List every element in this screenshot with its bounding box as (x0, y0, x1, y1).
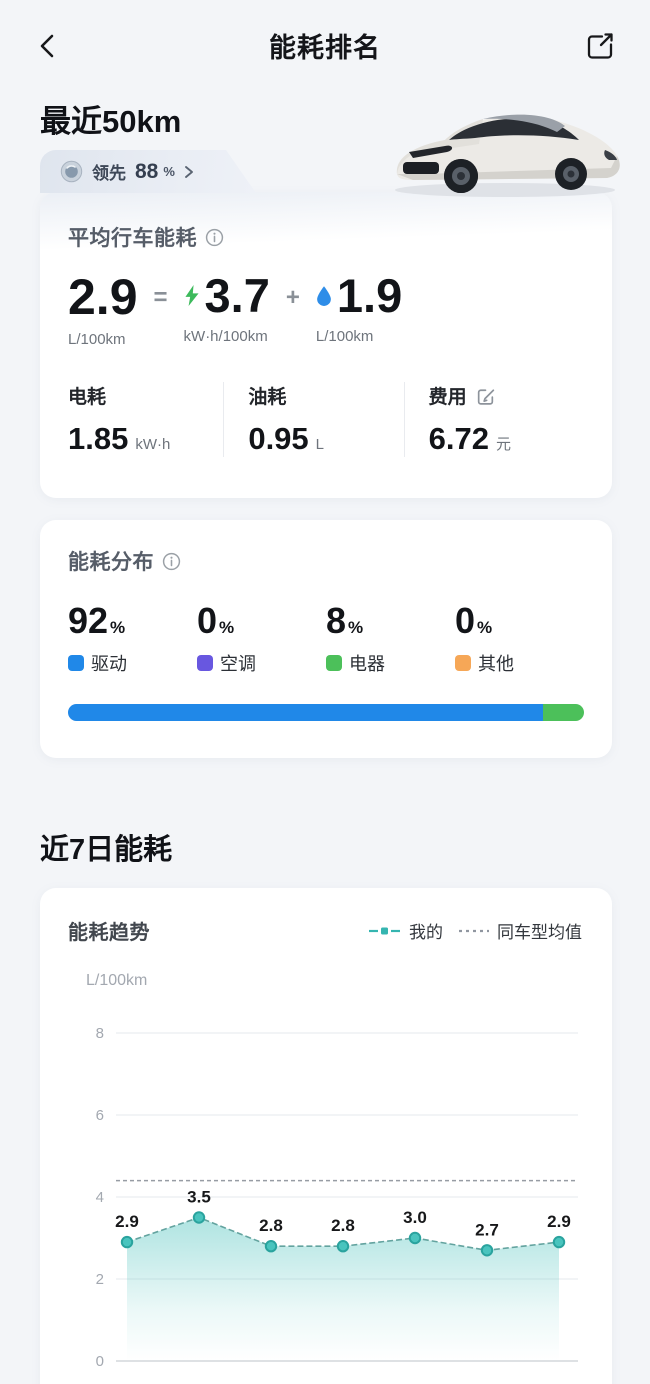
svg-text:2.7: 2.7 (475, 1220, 499, 1239)
svg-text:2: 2 (96, 1271, 104, 1288)
energy-distribution-card: 能耗分布 92 % 驱动 0 % (40, 520, 612, 758)
fuel-consumption-value: 1.9 (336, 269, 403, 322)
chevron-left-icon (40, 34, 54, 58)
average-consumption-card: 领先 88 % 平均行车能耗 2.9 L/100km = (40, 192, 612, 498)
legend-item-model-average[interactable]: 同车型均值 (459, 918, 582, 943)
dist-ac-pct: 0 (197, 600, 218, 641)
bolt-icon (184, 285, 199, 306)
plus-sign: + (285, 284, 300, 311)
dist-ac-label: 空调 (220, 654, 256, 674)
y-axis-unit-label: L/100km (86, 972, 148, 989)
svg-text:3.0: 3.0 (403, 1208, 427, 1227)
chart-legend: 我的 同车型均值 (369, 918, 582, 943)
consumption-equation: 2.9 L/100km = 3.7 kW·h/100km + (40, 252, 612, 348)
medal-icon (60, 160, 83, 183)
dist-ac-swatch (197, 655, 213, 671)
model-average-series-icon (459, 929, 489, 932)
avg-title: 平均行车能耗 (68, 227, 197, 250)
distribution-bar-segment-appliance (542, 704, 584, 721)
dist-ac-pct-sign: % (219, 618, 235, 637)
stat-electric-value: 1.85 (68, 421, 129, 456)
trend-chart-card: 能耗趋势 我的 同车型均值 L/100km (40, 888, 612, 1384)
electric-consumption-unit: kW·h/100km (183, 328, 268, 345)
stat-cost-label: 费用 (428, 387, 467, 408)
total-consumption-value: 2.9 (68, 269, 138, 325)
chart-title: 能耗趋势 (68, 922, 150, 944)
badge-label: 领先 (92, 164, 126, 183)
stat-electric-label: 电耗 (68, 387, 107, 408)
dist-item-drive: 92 % 驱动 (68, 600, 197, 676)
share-icon (587, 33, 613, 59)
edit-icon[interactable] (475, 385, 496, 406)
legend-item-mine[interactable]: 我的 (369, 918, 443, 943)
chart-series (116, 1179, 578, 1361)
dist-item-ac: 0 % 空调 (197, 600, 326, 676)
stat-cost-value: 6.72 (428, 421, 489, 456)
svg-text:6: 6 (96, 1107, 104, 1124)
chevron-right-icon (184, 165, 194, 179)
dist-other-swatch (455, 655, 471, 671)
dist-drive-pct: 92 (68, 600, 109, 641)
electric-consumption-value: 3.7 (204, 269, 270, 322)
dist-appliance-pct-sign: % (348, 618, 364, 637)
stat-fuel-label: 油耗 (248, 387, 287, 408)
badge-value: 88 (135, 159, 159, 183)
distribution-bar-segment-drive (68, 704, 543, 721)
recent-50km-heading: 最近50km (40, 104, 182, 139)
stat-electric: 电耗 1.85 kW·h (68, 382, 223, 457)
legend-mine-label: 我的 (409, 923, 443, 942)
dist-drive-label: 驱动 (91, 654, 127, 674)
info-icon[interactable] (162, 552, 181, 571)
distribution-title: 能耗分布 (68, 551, 154, 574)
svg-text:8: 8 (96, 1025, 104, 1042)
dist-other-label: 其他 (478, 654, 514, 674)
header: 能耗排名 (0, 16, 650, 74)
legend-model-average-label: 同车型均值 (497, 923, 582, 942)
chart-header: 能耗趋势 我的 同车型均值 (40, 888, 612, 945)
mine-series-icon (369, 927, 400, 934)
stat-electric-unit: kW·h (135, 436, 171, 453)
page-title: 能耗排名 (269, 33, 381, 63)
svg-text:2.9: 2.9 (547, 1212, 571, 1231)
dist-appliance-pct: 8 (326, 600, 347, 641)
svg-text:3.5: 3.5 (187, 1188, 211, 1207)
svg-text:2.8: 2.8 (259, 1216, 283, 1235)
svg-text:4: 4 (96, 1189, 104, 1206)
badge-percent-sign: % (163, 164, 175, 179)
svg-text:2.8: 2.8 (331, 1216, 355, 1235)
dist-appliance-label: 电器 (349, 654, 385, 674)
dist-item-other: 0 % 其他 (455, 600, 584, 676)
stat-fuel-unit: L (315, 436, 325, 453)
distribution-title-row: 能耗分布 (40, 520, 612, 576)
fuel-consumption-unit: L/100km (315, 328, 374, 345)
info-icon[interactable] (205, 228, 224, 247)
chart-point-labels: 2.9 3.5 2.8 2.8 3.0 2.7 2.9 (115, 1188, 571, 1240)
total-consumption-unit: L/100km (68, 331, 126, 348)
dist-other-pct: 0 (455, 600, 476, 641)
dist-item-appliance: 8 % 电器 (326, 600, 455, 676)
trend-chart-svg: 8 6 4 2 0 2.9 3.5 2.8 2.8 3.0 2.7 2.9 (96, 1025, 578, 1370)
stats-row: 电耗 1.85 kW·h 油耗 0.95 L 费用 (40, 348, 612, 457)
leading-badge[interactable]: 领先 88 % (40, 150, 256, 193)
car-image (395, 114, 620, 197)
fuel-drop-icon (317, 285, 331, 306)
stat-cost-unit: 元 (496, 436, 512, 453)
dist-drive-pct-sign: % (110, 618, 126, 637)
distribution-bar (68, 704, 584, 721)
stat-fuel-value: 0.95 (248, 421, 309, 456)
dist-appliance-swatch (326, 655, 342, 671)
weekly-heading: 近7日能耗 (40, 834, 173, 866)
stat-cost: 费用 6.72 元 (403, 382, 584, 457)
back-button[interactable] (26, 24, 70, 68)
equals-sign: = (153, 284, 168, 311)
svg-text:2.9: 2.9 (115, 1212, 139, 1231)
svg-text:0: 0 (96, 1353, 104, 1370)
avg-title-row: 平均行车能耗 (40, 192, 612, 252)
stat-fuel: 油耗 0.95 L (223, 382, 403, 457)
share-button[interactable] (578, 24, 622, 68)
dist-other-pct-sign: % (477, 618, 493, 637)
dist-drive-swatch (68, 655, 84, 671)
distribution-items: 92 % 驱动 0 % 空调 8 (40, 576, 612, 676)
